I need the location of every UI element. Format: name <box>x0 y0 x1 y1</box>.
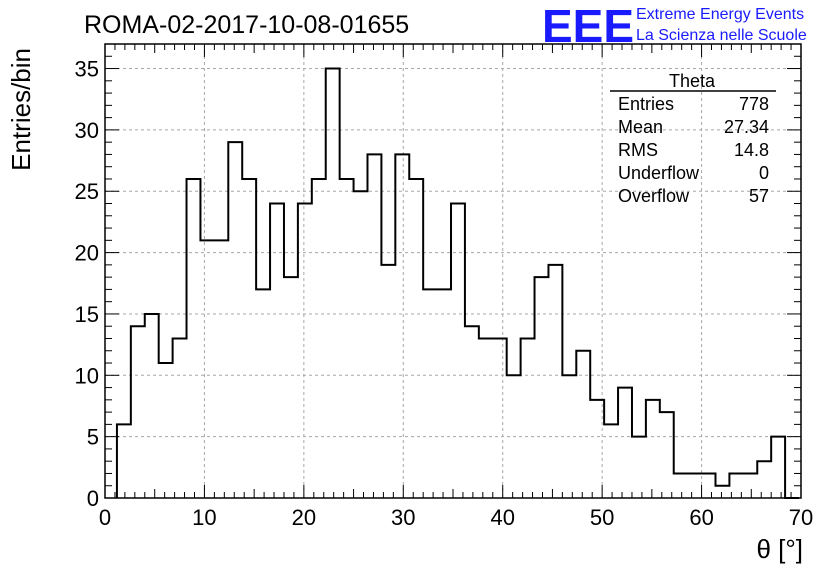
histogram-bin <box>562 375 576 498</box>
stats-row-value: 27.34 <box>724 117 769 137</box>
histogram-bin <box>548 265 562 498</box>
chart-title: ROMA-02-2017-10-08-01655 <box>84 11 409 39</box>
y-tick-label: 0 <box>87 486 99 511</box>
histogram-bin <box>479 338 493 498</box>
histogram-bin <box>159 363 173 498</box>
histogram-bin <box>632 437 646 498</box>
histogram-bin <box>395 154 409 498</box>
histogram-bin <box>367 154 381 498</box>
histogram-bin <box>200 240 214 498</box>
y-tick-label: 25 <box>75 179 99 204</box>
stats-row-value: 778 <box>739 94 769 114</box>
histogram-bin <box>702 473 716 498</box>
histogram-bin <box>131 326 145 498</box>
y-tick-label: 35 <box>75 57 99 82</box>
x-tick-label: 70 <box>789 505 813 530</box>
x-tick-label: 10 <box>192 505 216 530</box>
histogram-line <box>115 67 800 499</box>
stats-row-value: 14.8 <box>734 140 769 160</box>
histogram-bin <box>312 179 326 498</box>
histogram-bin <box>493 338 507 498</box>
x-tick-label: 40 <box>490 505 514 530</box>
histogram-bin <box>660 412 674 498</box>
histogram-bin <box>228 142 242 498</box>
stats-row-value: 0 <box>759 163 769 183</box>
histogram-bin <box>743 473 757 498</box>
x-tick-label: 0 <box>99 505 111 530</box>
histogram-bin <box>270 204 284 498</box>
y-tick-label: 30 <box>75 118 99 143</box>
stats-rows: Entries 778 Mean 27.34 RMS 14.8 Underflow 0 Over… <box>618 94 769 206</box>
histogram-bin <box>688 473 702 498</box>
histogram-bin <box>465 326 479 498</box>
stats-title: Theta <box>669 71 716 91</box>
eee-logo: EEE Extreme Energy Events La Scienza nel… <box>542 0 807 52</box>
histogram-bin <box>145 314 159 498</box>
stats-row-label: Entries <box>618 94 674 114</box>
x-tick-label: 50 <box>590 505 614 530</box>
x-tick-label: 30 <box>391 505 415 530</box>
histogram-bin <box>187 179 201 498</box>
histogram-bin <box>715 486 729 498</box>
histogram-bin <box>298 204 312 498</box>
histogram-bin <box>117 424 131 498</box>
y-axis-label: Entries/bin <box>6 48 36 171</box>
stats-row-label: RMS <box>618 140 658 160</box>
x-axis-label: θ [°] <box>756 534 803 564</box>
histogram-bin <box>214 240 228 498</box>
histogram-bin <box>173 338 187 498</box>
stats-row-label: Mean <box>618 117 663 137</box>
x-axis-ticks: 0 10 20 30 40 50 60 70 <box>99 44 813 530</box>
histogram-bin <box>576 351 590 498</box>
histogram-bin <box>646 400 660 498</box>
histogram-bins <box>117 69 785 498</box>
histogram-bin <box>437 289 451 498</box>
y-tick-label: 15 <box>75 302 99 327</box>
histogram-bin <box>674 473 688 498</box>
histogram-bin <box>381 265 395 498</box>
stats-row-value: 57 <box>749 186 769 206</box>
grid-lines <box>105 44 801 498</box>
y-tick-label: 5 <box>87 425 99 450</box>
histogram-bin <box>326 69 340 498</box>
histogram-bin <box>340 179 354 498</box>
logo-line2: La Scienza nelle Scuole <box>636 27 807 44</box>
histogram-bin <box>521 338 535 498</box>
histogram-bin <box>757 461 771 498</box>
x-tick-label: 20 <box>292 505 316 530</box>
logo-line1: Extreme Energy Events <box>636 6 804 23</box>
histogram-bin <box>604 424 618 498</box>
stats-row-label: Underflow <box>618 163 700 183</box>
histogram-bin <box>354 191 368 498</box>
stats-box: Theta Entries 778 Mean 27.34 RMS 14.8 Underflo… <box>610 71 776 206</box>
y-tick-label: 10 <box>75 363 99 388</box>
histogram-bin <box>771 437 785 498</box>
histogram-bin <box>256 289 270 498</box>
x-tick-label: 60 <box>689 505 713 530</box>
histogram-bin <box>535 277 549 498</box>
y-axis-ticks: 0 5 10 15 20 25 30 35 <box>75 43 801 511</box>
histogram-bin <box>242 179 256 498</box>
histogram-bin <box>284 277 298 498</box>
histogram-bin <box>590 400 604 498</box>
histogram-bin <box>618 388 632 498</box>
histogram-bin <box>409 179 423 498</box>
y-tick-label: 20 <box>75 241 99 266</box>
histogram-bin <box>423 289 437 498</box>
histogram-bin <box>451 204 465 498</box>
stats-row-label: Overflow <box>618 186 690 206</box>
histogram-bin <box>507 375 521 498</box>
